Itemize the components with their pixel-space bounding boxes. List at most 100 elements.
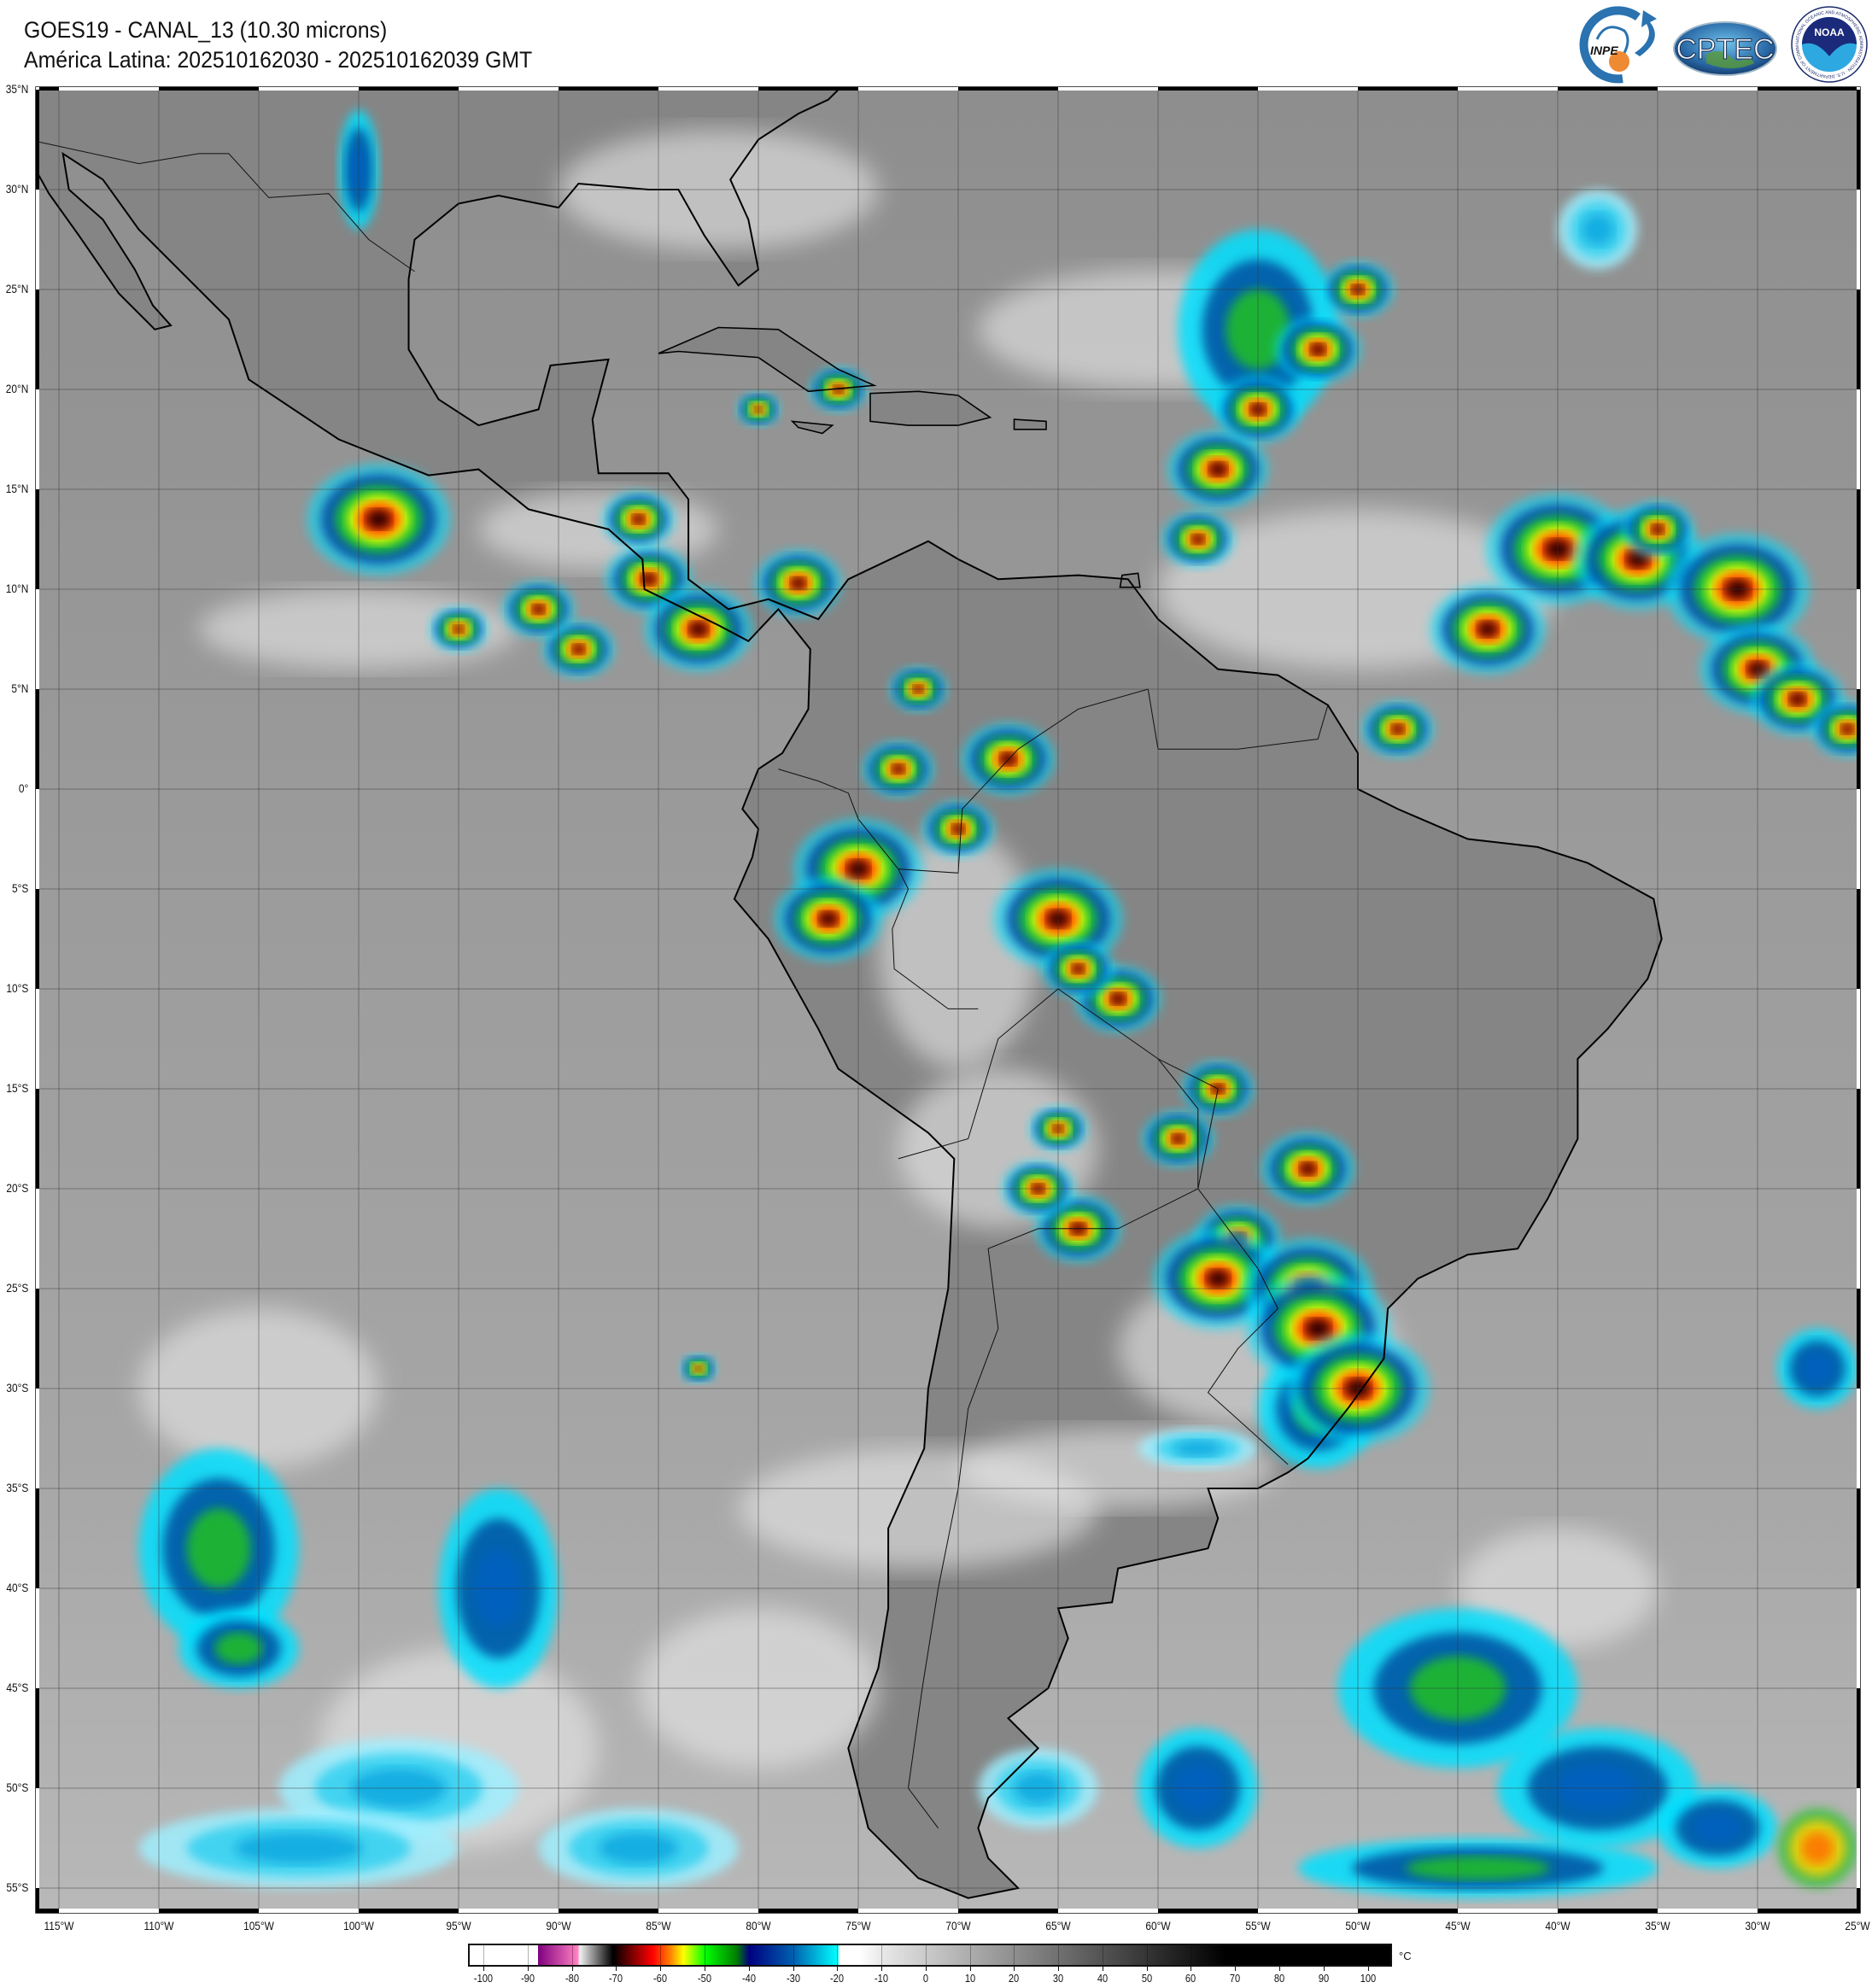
frame-segment (1458, 1909, 1558, 1913)
convective-storm (1545, 539, 1571, 559)
colorbar-tick-label: 10 (964, 1972, 975, 1985)
colorbar-tick (1367, 1967, 1369, 1971)
island-coastline (1119, 572, 1141, 588)
frame-segment (1857, 889, 1860, 989)
colorbar-tick (1058, 1967, 1060, 1971)
country-border (898, 988, 1199, 1829)
inpe-wordmark: INPE (1590, 44, 1618, 57)
frame-segment (36, 1888, 39, 1913)
latitude-label: 5°N (11, 681, 29, 695)
frame-segment (359, 87, 459, 91)
convective-storm (366, 509, 392, 529)
island-coastline (869, 390, 992, 426)
island-coastline (790, 420, 834, 435)
longitude-label: 100°W (343, 1919, 374, 1932)
longitude-label: 105°W (243, 1919, 274, 1932)
frame-segment (36, 889, 39, 989)
frame-segment (36, 1488, 39, 1588)
convective-storm (1206, 1269, 1230, 1288)
colorbar-tick-label: 80 (1273, 1972, 1285, 1985)
cptec-logo: CPTEC (1673, 21, 1777, 76)
colorbar-tick-label: -20 (830, 1972, 845, 1985)
frame-segment (36, 1289, 39, 1389)
latitude-label: 40°S (6, 1581, 29, 1594)
frame-segment (1258, 1909, 1358, 1913)
frame-segment (36, 1588, 39, 1688)
colorbar-tick-label: 30 (1052, 1972, 1064, 1985)
frame-segment (1857, 190, 1860, 289)
frame-segment (36, 789, 39, 889)
convective-storm (1724, 579, 1751, 599)
cloud-band (1173, 1763, 1222, 1813)
colorbar-tick-label: 70 (1230, 1972, 1241, 1985)
frame-segment (1857, 689, 1860, 789)
colorbar-tick-label: 50 (1141, 1972, 1152, 1985)
image-subtitle: América Latina: 202510162030 - 202510162… (24, 47, 533, 73)
frame-segment (38, 87, 59, 91)
longitude-label: 50°W (1345, 1919, 1371, 1932)
colorbar-tick-label: -10 (875, 1972, 889, 1985)
convective-storm (1345, 1378, 1371, 1399)
frame-segment (1857, 1888, 1860, 1913)
colorbar-tick-label: -70 (609, 1972, 623, 1985)
frame-segment (36, 689, 39, 789)
cloud-band (350, 145, 367, 194)
frame-segment (36, 1089, 39, 1189)
image-title: GOES19 - CANAL_13 (10.30 microns) (24, 17, 388, 43)
colorbar-gridline (527, 1945, 529, 1965)
frame-segment (1857, 87, 1860, 90)
island (792, 421, 833, 434)
colorbar-tick (837, 1967, 839, 1971)
longitude-label: 70°W (945, 1919, 971, 1932)
convective-storm (999, 752, 1017, 766)
colorbar-gridline (1058, 1945, 1060, 1965)
colorbar-gridline (660, 1945, 662, 1965)
longitude-label: 90°W (546, 1919, 571, 1932)
frame-segment (1058, 1909, 1158, 1913)
frame-segment (359, 1909, 459, 1913)
colorbar-tick-label: -80 (565, 1972, 579, 1985)
latitude-label: 5°S (11, 881, 29, 895)
frame-segment (658, 1909, 758, 1913)
convective-storm (1172, 1133, 1185, 1144)
frame-segment (1857, 589, 1860, 689)
island-coastline (658, 326, 877, 393)
island (1014, 419, 1046, 430)
frame-segment (36, 87, 39, 90)
latitude-label: 20°S (6, 1181, 29, 1195)
frame-segment (36, 489, 39, 589)
colorbar-tick (1323, 1967, 1325, 1971)
latitude-label: 25°S (6, 1281, 29, 1295)
island-coastline (1013, 418, 1047, 430)
frame-segment (758, 87, 858, 91)
colorbar-gridline (1323, 1945, 1325, 1965)
cirrus-cloud (138, 1308, 379, 1469)
inpe-swoosh-icon (1579, 6, 1641, 84)
frame-segment (1658, 1909, 1758, 1913)
colorbar-tick (881, 1967, 883, 1971)
convective-storm (1072, 963, 1085, 974)
colorbar-gridline (837, 1945, 839, 1965)
cloud-band (1173, 1440, 1222, 1457)
convective-storm (1747, 661, 1768, 677)
colorbar-tick (527, 1967, 529, 1971)
convective-storm (1110, 992, 1126, 1005)
colorbar-tick-label: 0 (922, 1972, 928, 1985)
colorbar-tick (1235, 1967, 1237, 1971)
frame-segment (36, 589, 39, 689)
convective-storm (1789, 693, 1806, 706)
frame-segment (1857, 789, 1860, 889)
country-border (778, 769, 979, 1009)
convective-storm (754, 406, 763, 412)
frame-segment (1857, 1089, 1860, 1189)
noaa-wordmark: NOAA (1814, 26, 1845, 38)
island (1120, 573, 1140, 588)
convective-storm (1053, 1125, 1063, 1133)
cloud-band (186, 1508, 251, 1588)
frame-segment (1358, 87, 1458, 91)
frame-segment (38, 1909, 59, 1913)
convective-storm (1305, 1319, 1331, 1339)
island (870, 391, 991, 426)
frame-segment (1158, 87, 1258, 91)
